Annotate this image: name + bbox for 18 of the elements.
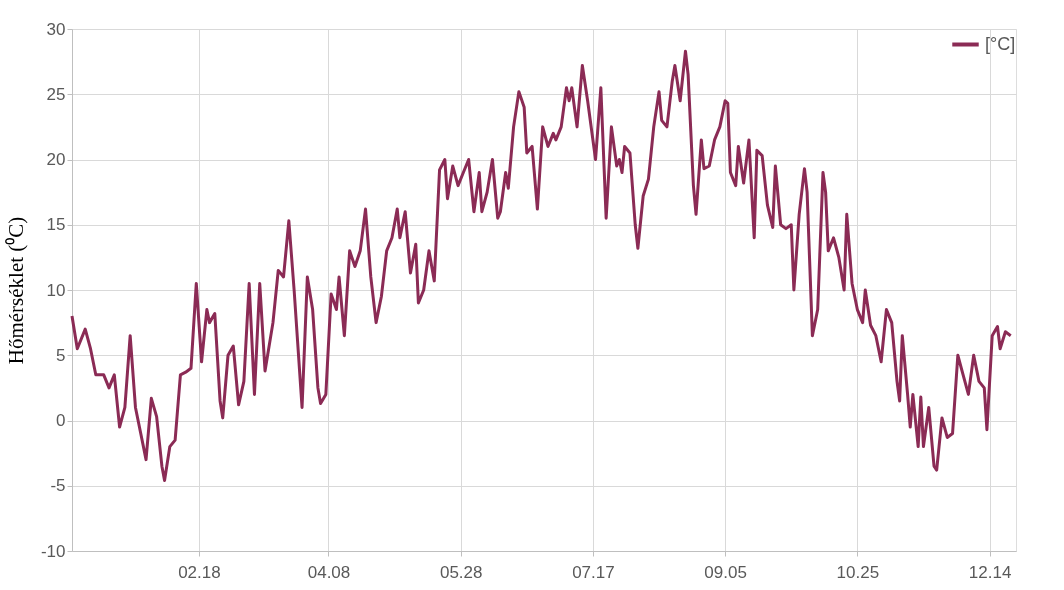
x-tick-label: 04.08: [307, 562, 351, 582]
x-tick-label: 07.17: [572, 562, 615, 582]
y-tick-label: 30: [46, 19, 66, 39]
y-tick-label: 15: [46, 215, 66, 235]
y-tick-label: 20: [46, 150, 66, 169]
x-tick-label: 12.14: [968, 562, 1012, 582]
y-tick-label: 0: [56, 411, 66, 430]
y-tick-label: 5: [56, 345, 66, 365]
x-tick-label: 10.25: [836, 562, 880, 582]
y-tick-label: 25: [46, 84, 66, 104]
x-tick-label: 05.28: [439, 562, 483, 582]
y-tick-label: -5: [50, 476, 66, 496]
y-tick-label: 10: [46, 280, 66, 300]
y-axis-title: Hőmérséklet (⁰C): [3, 216, 28, 365]
x-tick-label: 02.18: [178, 562, 221, 582]
x-tick-label: 09.05: [704, 562, 747, 582]
legend-label: [°C]: [985, 33, 1016, 54]
y-tick-label: -10: [40, 541, 66, 561]
